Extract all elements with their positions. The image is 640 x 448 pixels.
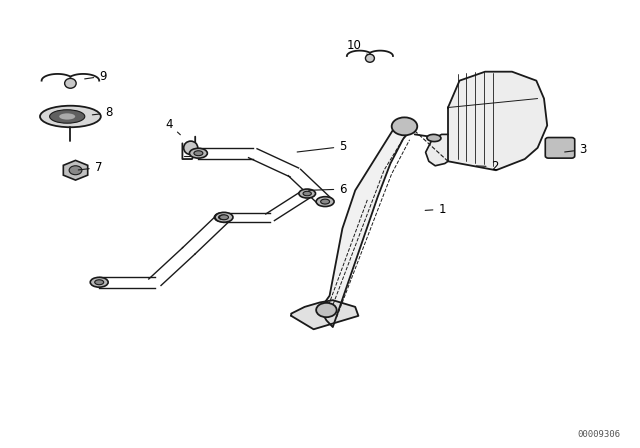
Text: 4: 4 xyxy=(165,118,180,135)
Text: 7: 7 xyxy=(78,161,102,174)
Ellipse shape xyxy=(427,134,441,142)
Ellipse shape xyxy=(90,277,108,287)
FancyBboxPatch shape xyxy=(545,138,575,158)
Text: 9: 9 xyxy=(84,70,107,83)
Polygon shape xyxy=(320,119,413,327)
Ellipse shape xyxy=(65,78,76,88)
Ellipse shape xyxy=(303,191,312,196)
Ellipse shape xyxy=(215,212,233,222)
Ellipse shape xyxy=(184,141,198,155)
Text: 2: 2 xyxy=(476,160,499,173)
Circle shape xyxy=(316,303,337,317)
Ellipse shape xyxy=(40,106,101,127)
Polygon shape xyxy=(291,300,358,329)
Ellipse shape xyxy=(218,215,227,220)
Ellipse shape xyxy=(50,110,85,123)
Text: 8: 8 xyxy=(92,107,113,120)
Ellipse shape xyxy=(194,151,203,156)
Circle shape xyxy=(392,117,417,135)
Text: 00009306: 00009306 xyxy=(578,430,621,439)
Text: 3: 3 xyxy=(564,143,587,156)
Ellipse shape xyxy=(95,280,104,285)
Ellipse shape xyxy=(316,197,334,207)
Ellipse shape xyxy=(299,189,316,198)
Text: 5: 5 xyxy=(297,140,347,153)
Text: 6: 6 xyxy=(308,183,347,196)
Text: 10: 10 xyxy=(347,39,367,55)
Polygon shape xyxy=(448,72,547,170)
Ellipse shape xyxy=(189,148,207,158)
Ellipse shape xyxy=(60,113,76,120)
Text: 1: 1 xyxy=(425,203,446,216)
Ellipse shape xyxy=(321,199,330,204)
Ellipse shape xyxy=(214,213,231,222)
Ellipse shape xyxy=(220,215,228,220)
Polygon shape xyxy=(426,134,448,166)
Circle shape xyxy=(69,166,82,175)
Ellipse shape xyxy=(365,54,374,62)
